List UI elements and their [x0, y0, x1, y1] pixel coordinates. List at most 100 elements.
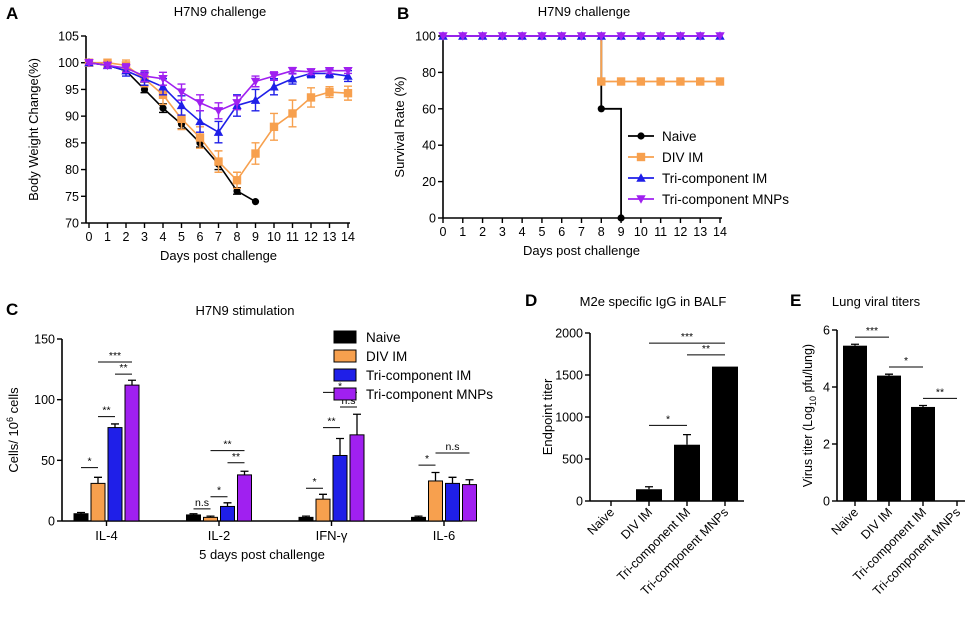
panel-d-chart: 0 500 1000 1500 2000 Endpoint titer Naive DIV I… [540, 327, 744, 598]
panel-b-point-div-im [696, 77, 705, 86]
panel-b-x-tick-label: 10 [634, 225, 648, 239]
panel-b-y-tick-label: 0 [429, 212, 436, 226]
panel-c-bar-tri-component-mnps [462, 484, 477, 522]
panel-b-x-tick-label: 12 [673, 225, 687, 239]
panel-d-bar-div-im [636, 489, 662, 501]
panel-c-bar-div-im [203, 516, 218, 522]
panel-b-x-tick-label: 3 [499, 225, 506, 239]
panel-c-x-tick-label: IL-4 [95, 528, 117, 543]
panel-a-point-div-im [251, 149, 260, 158]
panel-e-ylabel-sub: 10 [808, 396, 818, 406]
panel-e-errorbar [851, 343, 859, 346]
panel-a-x-tick-label: 7 [215, 230, 222, 244]
panel-c-bar-tri-component-mnps [349, 434, 365, 522]
panel-a-x-tick-label: 1 [104, 230, 111, 244]
panel-b-letter: B [397, 4, 409, 23]
panel-c-sig-label: n.s [445, 441, 459, 453]
panel-a-point-div-im [214, 157, 223, 166]
panel-b-point-div-im [676, 77, 685, 86]
panel-e-sig-label: * [904, 355, 908, 367]
panel-e-y-tick-label: 2 [823, 438, 830, 452]
panel-e-y-tick-label: 4 [823, 381, 830, 395]
panel-d-y-tick-label: 2000 [555, 327, 583, 341]
panel-d-sig-label: * [666, 413, 670, 425]
panel-b-y-tick-label: 100 [415, 30, 436, 44]
panel-e-sig-label: *** [866, 325, 878, 337]
panel-b-legend-label-tri-component-im: Tri-component IM [662, 171, 767, 186]
panel-b-point-tri-component-mnps [596, 32, 606, 41]
panel-e-ylabel-post: pfu/lung) [801, 344, 815, 396]
panel-c-ylabel-main: Cells/ 10 [6, 422, 21, 473]
panel-a-point-div-im [195, 133, 205, 142]
panel-b-y-tick-label: 80 [422, 66, 436, 80]
panel-c-errorbar [319, 493, 327, 500]
panel-a-point-tri-component-im [158, 82, 168, 91]
panel-e-bar-naive [843, 345, 867, 501]
panel-b-point-naive [617, 214, 625, 222]
panel-b-y-tick-label: 20 [422, 175, 436, 189]
panel-c-x-tick-label: IL-2 [208, 528, 230, 543]
panel-b-x-tick-label: 13 [693, 225, 707, 239]
panel-a-x-tick-label: 4 [160, 230, 167, 244]
panel-b-x-tick-label: 5 [538, 225, 545, 239]
panel-c-errorbar [448, 476, 457, 484]
panel-b-y-tick-label: 60 [422, 102, 436, 116]
panel-c-x-tick-label: IFN-γ [316, 528, 348, 543]
panel-d-bar-tri-component-im [674, 444, 700, 501]
panel-c-legend-swatch-tri-component-mnps [333, 387, 357, 401]
panel-a-y-tick-label: 90 [65, 110, 79, 124]
panel-a-y-tick-label: 95 [65, 83, 79, 97]
panel-a-point-tri-component-im [269, 82, 279, 91]
panel-c-ylabel: Cells/ 106 cells [5, 387, 21, 473]
panel-c-sig-label: * [217, 485, 221, 497]
panel-a-x-tick-label: 11 [286, 230, 299, 244]
panel-c-errorbar [240, 470, 249, 475]
panel-c-xlabel: 5 days post challenge [199, 547, 325, 562]
panel-b-x-tick-label: 8 [598, 225, 605, 239]
panel-b-legend-marker-tri-component-mnps [636, 195, 646, 204]
panel-e-letter: E [790, 291, 801, 310]
panel-a-x-tick-label: 0 [86, 230, 93, 244]
panel-b-legend-marker-div-im [636, 152, 646, 162]
panel-c-chart: 0 50 100 150 IL-4 IL-2 IFN-γ IL-6 5 days post ch… [5, 330, 493, 562]
panel-b-ylabel: Survival Rate (%) [392, 76, 407, 177]
panel-b-line-naive [443, 35, 622, 218]
panel-c-sig-label: * [87, 456, 91, 468]
panel-c-errorbar [353, 413, 361, 435]
panel-b-title: H7N9 challenge [538, 4, 631, 19]
panel-c-x-tick-label: IL-6 [433, 528, 455, 543]
panel-b-point-div-im [715, 77, 725, 86]
panel-e-y-tick-label: 6 [823, 324, 830, 338]
panel-c-ylabel-tail: cells [6, 387, 21, 417]
panel-b-x-tick-label: 14 [713, 225, 727, 239]
panel-d-ylabel: Endpoint titer [540, 378, 555, 455]
panel-a-line-naive [88, 61, 256, 203]
panel-c-sig-label: ** [119, 362, 127, 374]
panel-c-title: H7N9 stimulation [196, 303, 295, 318]
panel-b-point-div-im [597, 77, 606, 86]
panel-b-point-tri-component-mnps [557, 32, 567, 41]
panel-e-errorbar [885, 373, 893, 376]
panel-c-errorbar [465, 479, 474, 485]
panel-a-point-tri-component-mnps [250, 77, 261, 87]
panel-c-bar-naive [73, 513, 89, 522]
panel-c-bar-naive [298, 516, 314, 522]
panel-a-point-tri-component-mnps [287, 67, 298, 76]
panel-d-bar-tri-component-mnps [712, 366, 738, 501]
panel-c-legend-label-tri-component-im: Tri-component IM [366, 368, 471, 383]
panel-b-point-tri-component-mnps [517, 32, 527, 41]
panel-c-bar-tri-component-im [107, 427, 123, 522]
panel-c-errorbar [111, 423, 119, 428]
panel-a-point-div-im [269, 122, 279, 132]
panel-d-sig-label: ** [702, 343, 710, 355]
panel-c-bar-tri-component-mnps [124, 384, 140, 522]
panel-c-sig-label: ** [232, 451, 240, 463]
panel-c-legend-label-div-im: DIV IM [366, 349, 407, 364]
panel-c-legend-label-tri-component-mnps: Tri-component MNPs [366, 387, 493, 402]
panel-a-point-tri-component-im [213, 127, 224, 136]
panel-a-chart: 0 1 2 3 4 5 6 7 8 9 10 11 12 13 14707580859095100105Da… [26, 30, 355, 264]
panel-c-sig-label: *** [109, 350, 121, 362]
panel-b-point-div-im [616, 77, 626, 86]
